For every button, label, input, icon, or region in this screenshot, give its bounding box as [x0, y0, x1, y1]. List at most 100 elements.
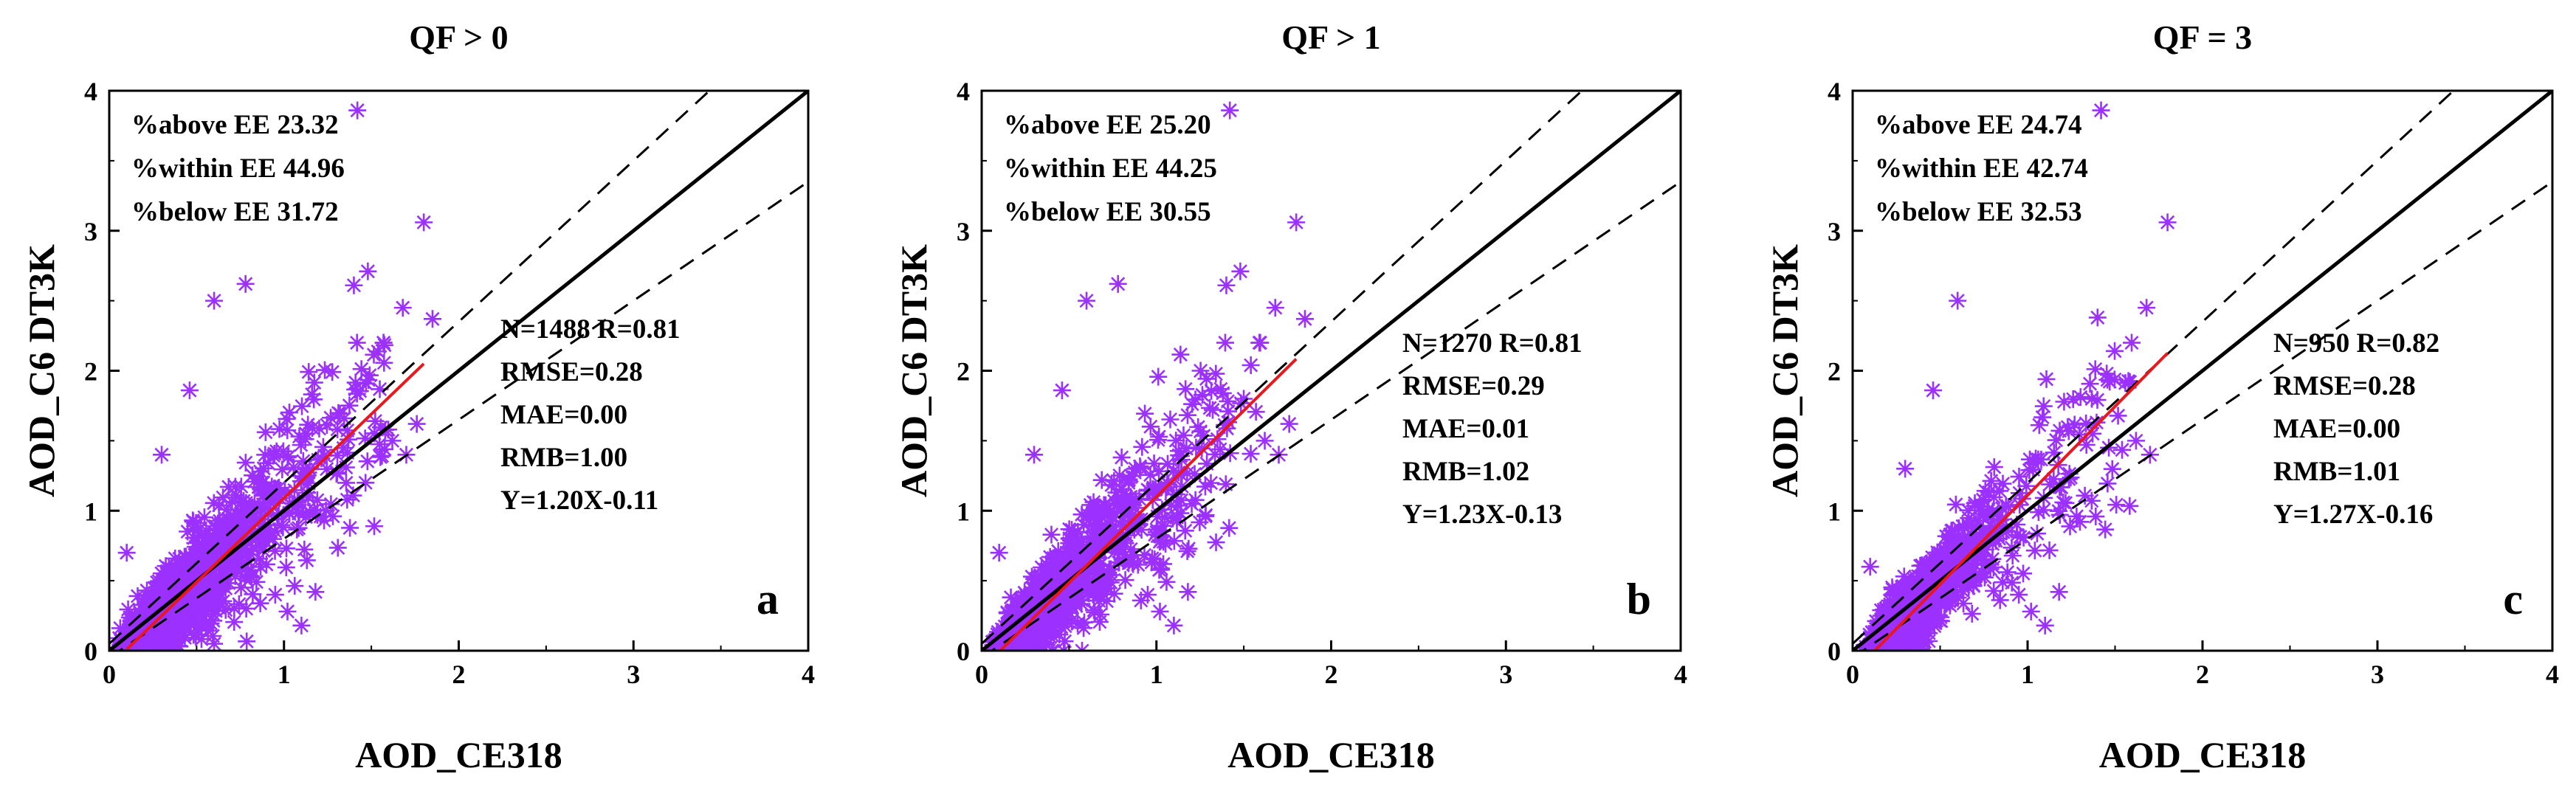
data-point: [1867, 626, 1886, 644]
data-point: [1000, 636, 1019, 651]
data-point: [1126, 499, 1144, 517]
ee-stat-text: %within EE 44.25: [1004, 153, 1217, 184]
data-point: [1085, 508, 1103, 526]
data-point: [241, 567, 260, 586]
x-tick-label: 3: [2371, 660, 2384, 689]
data-point: [2037, 370, 2056, 388]
data-point: [203, 586, 221, 604]
data-point: [1165, 532, 1183, 550]
data-point: [1089, 586, 1107, 604]
data-point: [253, 480, 272, 499]
data-point: [180, 614, 199, 632]
data-point: [1991, 591, 2009, 609]
data-point: [1980, 524, 1997, 542]
data-point: [2024, 460, 2042, 479]
data-point: [1041, 615, 1060, 634]
data-point: [1098, 592, 1116, 610]
data-point: [2050, 583, 2068, 601]
data-point: [2088, 391, 2107, 409]
data-point: [2092, 101, 2110, 120]
data-point: [1152, 559, 1170, 578]
data-point: [202, 533, 221, 551]
data-point: [2103, 460, 2121, 478]
data-point: [1183, 395, 1202, 413]
data-point: [1974, 491, 1992, 509]
panel-a: QF > 0 0 1 2 3 4 0 1 2 3 4 AOD_CE318 AOD_C6 DT3K %abo…: [21, 18, 815, 775]
data-point: [179, 522, 197, 541]
data-point: [1985, 458, 2003, 477]
data-point: [1861, 558, 1879, 576]
data-point: [1235, 390, 1253, 408]
data-point: [1171, 345, 1190, 364]
data-point: [1177, 380, 1195, 398]
data-point: [338, 421, 357, 440]
data-point: [358, 452, 376, 471]
ee-upper-line: [109, 91, 712, 645]
data-point: [1946, 563, 1964, 581]
data-point: [1065, 577, 1084, 595]
data-point: [2002, 573, 2021, 592]
data-point: [299, 488, 317, 507]
data-point: [1149, 431, 1168, 449]
ee-stat-text: %within EE 42.74: [1875, 153, 2088, 184]
regression-stat-text: Y=1.27X-0.16: [2273, 499, 2433, 530]
data-point: [1957, 567, 1975, 586]
data-point: [238, 545, 256, 564]
data-point: [237, 599, 255, 618]
data-point: [317, 460, 336, 478]
data-point: [2109, 407, 2127, 425]
data-point: [1894, 598, 1912, 617]
data-point: [251, 499, 269, 517]
data-point: [2010, 468, 2028, 486]
data-point: [299, 415, 317, 434]
data-point: [1910, 586, 1929, 604]
data-point: [200, 551, 218, 570]
data-point: [166, 584, 185, 603]
data-point: [1153, 500, 1171, 519]
data-point: [1132, 521, 1151, 539]
data-point: [119, 601, 137, 619]
data-point: [1208, 430, 1227, 449]
data-point: [2050, 505, 2069, 524]
data-point: [334, 439, 353, 457]
x-tick-label: 3: [1499, 660, 1512, 689]
data-point: [205, 634, 224, 651]
data-point: [176, 588, 193, 606]
data-point: [207, 520, 226, 539]
data-point: [247, 513, 265, 531]
data-point: [1885, 617, 1904, 635]
data-point: [1038, 570, 1056, 588]
data-point: [235, 505, 253, 523]
data-point: [1060, 529, 1078, 547]
data-point: [1960, 579, 1978, 598]
data-point: [1213, 384, 1232, 402]
data-point: [180, 381, 199, 400]
data-point: [2121, 497, 2139, 515]
y-tick-label: 2: [1828, 357, 1841, 387]
data-point: [300, 363, 318, 381]
data-point: [1881, 608, 1900, 626]
data-point: [265, 444, 283, 463]
data-point: [186, 538, 204, 556]
data-point: [1250, 333, 1269, 352]
data-point: [1112, 502, 1130, 520]
data-point: [2123, 333, 2141, 352]
data-point: [1191, 422, 1210, 440]
data-point: [2050, 421, 2069, 440]
data-point: [375, 336, 393, 354]
data-point: [1202, 474, 1220, 492]
data-point: [1098, 505, 1116, 523]
data-point: [317, 416, 336, 435]
panel-label: a: [757, 575, 779, 623]
data-point: [210, 496, 228, 514]
x-tick-label: 2: [2196, 660, 2209, 689]
x-tick-label: 4: [802, 660, 815, 689]
data-point: [216, 601, 235, 619]
data-point: [169, 637, 187, 651]
data-point: [278, 421, 297, 440]
data-point: [2011, 484, 2029, 502]
data-point: [1924, 381, 1943, 400]
data-point: [190, 616, 209, 634]
data-point: [1963, 604, 1981, 623]
regression-stat-text: RMB=1.02: [1402, 457, 1529, 487]
